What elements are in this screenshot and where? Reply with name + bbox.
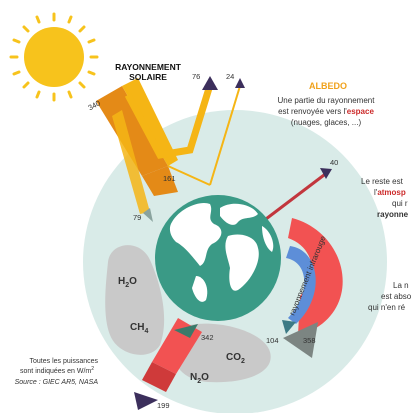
right-text-line2b: atmosp (377, 188, 406, 197)
right-text-line4: rayonne (377, 210, 409, 219)
gas-label-ch4: CH4 (130, 322, 148, 335)
gas-label-h2o: H2O (118, 276, 137, 289)
right-text-line2: l'atmosp (374, 188, 406, 197)
incoming-solar-flow (96, 78, 178, 222)
right-text-line1: Le reste est (361, 177, 404, 186)
solar-title-line1: RAYONNEMENT (115, 62, 182, 72)
gas-label-co2: CO2 (226, 352, 245, 365)
earth-globe (155, 195, 281, 321)
value-outgoing: 199 (157, 401, 170, 410)
right-text-line2a: l' (374, 188, 378, 197)
value-back-radiation: 358 (303, 336, 316, 345)
footnote-source: Source : GIEC AR5, NASA (15, 379, 99, 386)
back-radiation-arrowhead (283, 322, 318, 358)
value-reflected-atmosphere: 76 (192, 72, 200, 81)
albedo-desc-line1: Une partie du rayonnement (278, 96, 376, 105)
albedo-desc-line2a: est renvoyée vers l' (278, 107, 347, 116)
sun-icon (9, 12, 99, 102)
value-window: 104 (266, 336, 279, 345)
value-absorbed-surface: 161 (163, 174, 176, 183)
window-arrowhead (282, 320, 296, 334)
atmospheric-window-band (286, 246, 316, 324)
albedo-title: ALBEDO (309, 81, 347, 91)
value-ir-to-space: 40 (330, 158, 338, 167)
right-text-line5: La n (393, 281, 409, 290)
albedo-desc-line2b: espace (347, 107, 375, 116)
right-text-line7: qui n'en ré (368, 303, 406, 312)
solar-title-line2: SOLAIRE (129, 72, 167, 82)
albedo-desc-line3: (nuages, glaces, ...) (291, 118, 362, 127)
surface-emission-arrow (134, 318, 202, 410)
footnote-line1: Toutes les puissances (30, 358, 99, 365)
gas-label-n2o: N2O (190, 372, 209, 385)
gas-blob-left (105, 245, 165, 355)
reflected-flow-surface (167, 78, 245, 186)
reflected-flow-atmosphere (124, 76, 218, 159)
value-absorbed-atmosphere: 79 (133, 213, 141, 222)
albedo-desc-line2: est renvoyée vers l'espace (278, 107, 374, 116)
ir-to-space-arrow (261, 168, 332, 224)
value-surface-emission: 342 (201, 333, 214, 342)
footnote-line2: sont indiquées en W/m2 (20, 366, 94, 375)
right-text-line6: est abso (381, 292, 412, 301)
value-reflected-surface: 24 (226, 72, 234, 81)
right-text-line3: qui r (392, 199, 408, 208)
